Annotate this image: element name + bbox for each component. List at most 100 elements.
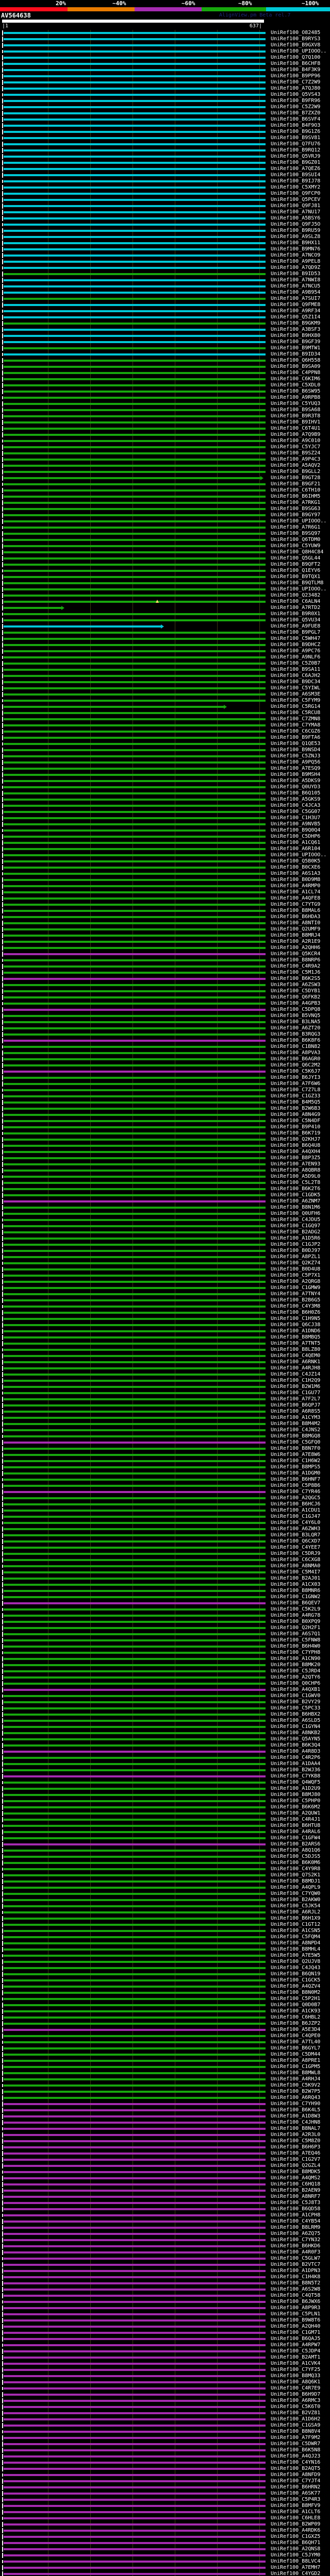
hit-label[interactable]: UniRef100_C7ZMN8 bbox=[271, 716, 321, 722]
hit-label[interactable]: UniRef100_C1GQ97 bbox=[271, 1223, 321, 1229]
hit-row[interactable]: UniRef100_A7TNT5 bbox=[0, 1341, 330, 1347]
alignment-bar[interactable] bbox=[4, 755, 266, 757]
alignment-bar[interactable] bbox=[4, 1510, 266, 1512]
alignment-bar[interactable] bbox=[4, 1355, 266, 1357]
alignment-bar[interactable] bbox=[4, 292, 266, 294]
hit-label[interactable]: UniRef100_B9SZ24 bbox=[271, 450, 321, 456]
alignment-bar[interactable] bbox=[4, 2462, 266, 2464]
hit-label[interactable]: UniRef100_Q5B0K5 bbox=[271, 858, 321, 864]
alignment-bar[interactable] bbox=[4, 1565, 266, 1567]
alignment-bar[interactable] bbox=[4, 2251, 266, 2253]
hit-label[interactable]: UniRef100_C4PPN8 bbox=[271, 370, 321, 376]
alignment-bar[interactable] bbox=[4, 149, 266, 151]
hit-label[interactable]: UniRef100_B8N1M6 bbox=[271, 1205, 321, 1210]
alignment-bar[interactable] bbox=[4, 935, 266, 937]
hit-label[interactable]: UniRef100_A7ESQ9 bbox=[271, 766, 321, 771]
hit-row[interactable]: UniRef100_A2QHH6 bbox=[0, 945, 330, 951]
hit-row[interactable]: UniRef100_A1CQ61 bbox=[0, 840, 330, 846]
hit-row[interactable]: UniRef100_Q5Z1I4 bbox=[0, 314, 330, 320]
alignment-bar[interactable] bbox=[4, 459, 266, 461]
hit-label[interactable]: UniRef100_B9SUI4 bbox=[271, 172, 321, 178]
alignment-bar[interactable] bbox=[4, 1207, 266, 1209]
hit-row[interactable]: UniRef100_A6S1A3 bbox=[0, 871, 330, 877]
hit-label[interactable]: UniRef100_A1CYM3 bbox=[271, 1415, 321, 1420]
hit-row[interactable]: UniRef100_B9SUI4 bbox=[0, 172, 330, 178]
alignment-bar[interactable] bbox=[4, 100, 266, 102]
alignment-bar[interactable] bbox=[4, 1435, 266, 1437]
alignment-bar[interactable] bbox=[4, 2449, 266, 2451]
alignment-bar[interactable] bbox=[4, 168, 266, 170]
alignment-bar[interactable] bbox=[4, 836, 266, 838]
hit-label[interactable]: UniRef100_A6SM3E bbox=[271, 691, 321, 697]
alignment-bar[interactable] bbox=[4, 1423, 266, 1425]
alignment-bar[interactable] bbox=[4, 1089, 266, 1091]
hit-row[interactable]: UniRef100_A9C010 bbox=[0, 438, 330, 444]
hit-row[interactable]: UniRef100_B9QFT2 bbox=[0, 562, 330, 568]
alignment-bar[interactable] bbox=[4, 947, 266, 949]
hit-row[interactable]: UniRef100_C1H3U7 bbox=[0, 815, 330, 821]
hit-row[interactable]: UniRef100_B3LNA5 bbox=[0, 1019, 330, 1025]
alignment-bar[interactable] bbox=[4, 508, 266, 510]
hit-label[interactable]: UniRef100_B6IHM5 bbox=[271, 494, 321, 499]
hit-label[interactable]: UniRef100_A8PZL1 bbox=[271, 1254, 321, 1260]
hit-label[interactable]: UniRef100_C5K6J7 bbox=[271, 1069, 321, 1074]
hit-row[interactable]: UniRef100_C5GFQ0 bbox=[0, 1439, 330, 1446]
alignment-bar[interactable] bbox=[4, 1108, 266, 1110]
alignment-bar[interactable] bbox=[4, 848, 266, 850]
hit-row[interactable]: UniRef100_B8MGQ8 bbox=[0, 1433, 330, 1439]
alignment-bar[interactable] bbox=[4, 891, 266, 893]
alignment-bar[interactable] bbox=[4, 2480, 266, 2482]
hit-row[interactable]: UniRef100_A2R1E9 bbox=[0, 939, 330, 945]
alignment-bar[interactable] bbox=[4, 601, 266, 603]
alignment-bar[interactable] bbox=[4, 1720, 266, 1722]
hit-row[interactable]: UniRef100_C1H9N5 bbox=[0, 1316, 330, 1322]
hit-row[interactable]: UniRef100_Q5GL44 bbox=[0, 555, 330, 562]
alignment-bar[interactable] bbox=[4, 2412, 266, 2414]
alignment-bar[interactable] bbox=[4, 230, 266, 232]
alignment-bar[interactable] bbox=[4, 1856, 266, 1858]
hit-label[interactable]: UniRef100_B6JYI3 bbox=[271, 1075, 321, 1080]
hit-row[interactable]: UniRef100_A7TNY4 bbox=[0, 1291, 330, 1297]
alignment-bar[interactable] bbox=[4, 2474, 266, 2476]
hit-row[interactable]: UniRef100_C1H2Q9 bbox=[0, 1378, 330, 1384]
alignment-bar[interactable] bbox=[4, 1491, 266, 1493]
hit-row[interactable]: UniRef100_B9SA11 bbox=[0, 667, 330, 673]
alignment-bar[interactable] bbox=[4, 38, 266, 40]
hit-row[interactable]: UniRef100_A9NVB5 bbox=[0, 821, 330, 827]
hit-row[interactable]: UniRef100_B9ID53 bbox=[0, 271, 330, 277]
hit-label[interactable]: UniRef100_C6ALN4 bbox=[271, 599, 321, 604]
hit-label[interactable]: UniRef100_A6S1A3 bbox=[271, 871, 321, 876]
hit-row[interactable]: UniRef100_C1GMW9 bbox=[0, 1285, 330, 1291]
hit-row[interactable]: UniRef100_B9TQX1 bbox=[0, 574, 330, 580]
hit-label[interactable]: UniRef100_B9TQX1 bbox=[271, 574, 321, 580]
hit-row[interactable]: UniRef100_B9DHCZ bbox=[0, 642, 330, 648]
alignment-bar[interactable] bbox=[4, 860, 266, 862]
alignment-bar[interactable] bbox=[4, 1306, 266, 1308]
hit-row[interactable]: UniRef100_Q6H558 bbox=[0, 358, 330, 364]
alignment-bar[interactable] bbox=[4, 1101, 266, 1104]
hit-label[interactable]: UniRef100_A7QD9Z bbox=[271, 265, 321, 270]
hit-label[interactable]: UniRef100_Q6H558 bbox=[271, 358, 321, 363]
hit-row[interactable]: UniRef100_UPIOOO.. bbox=[0, 48, 330, 55]
hit-row[interactable]: UniRef100_A1CYM3 bbox=[0, 1415, 330, 1421]
alignment-bar[interactable] bbox=[4, 1349, 266, 1351]
alignment-bar[interactable] bbox=[4, 2486, 266, 2488]
hit-label[interactable]: UniRef100_B6K2T6 bbox=[271, 1186, 321, 1192]
hit-label[interactable]: UniRef100_B9SA11 bbox=[271, 667, 321, 672]
alignment-bar[interactable] bbox=[4, 761, 266, 764]
alignment-bar[interactable] bbox=[4, 1009, 266, 1011]
hit-label[interactable]: UniRef100_A5DKS9 bbox=[271, 778, 321, 784]
alignment-bar[interactable] bbox=[4, 1404, 266, 1406]
hit-label[interactable]: UniRef100_B9Q0Q4 bbox=[271, 827, 321, 833]
alignment-bar[interactable] bbox=[4, 391, 266, 393]
alignment-bar[interactable] bbox=[4, 2004, 266, 2006]
alignment-bar[interactable] bbox=[4, 428, 266, 430]
alignment-bar[interactable] bbox=[4, 545, 266, 547]
hit-row[interactable]: UniRef100_B9IHV1 bbox=[0, 419, 330, 426]
alignment-bar[interactable] bbox=[4, 625, 161, 628]
alignment-bar[interactable] bbox=[4, 2295, 266, 2297]
hit-row[interactable]: UniRef100_A6ZSW3 bbox=[0, 982, 330, 988]
alignment-bar[interactable] bbox=[4, 1695, 266, 1697]
alignment-bar[interactable] bbox=[4, 520, 266, 522]
alignment-bar[interactable] bbox=[4, 1460, 266, 1462]
